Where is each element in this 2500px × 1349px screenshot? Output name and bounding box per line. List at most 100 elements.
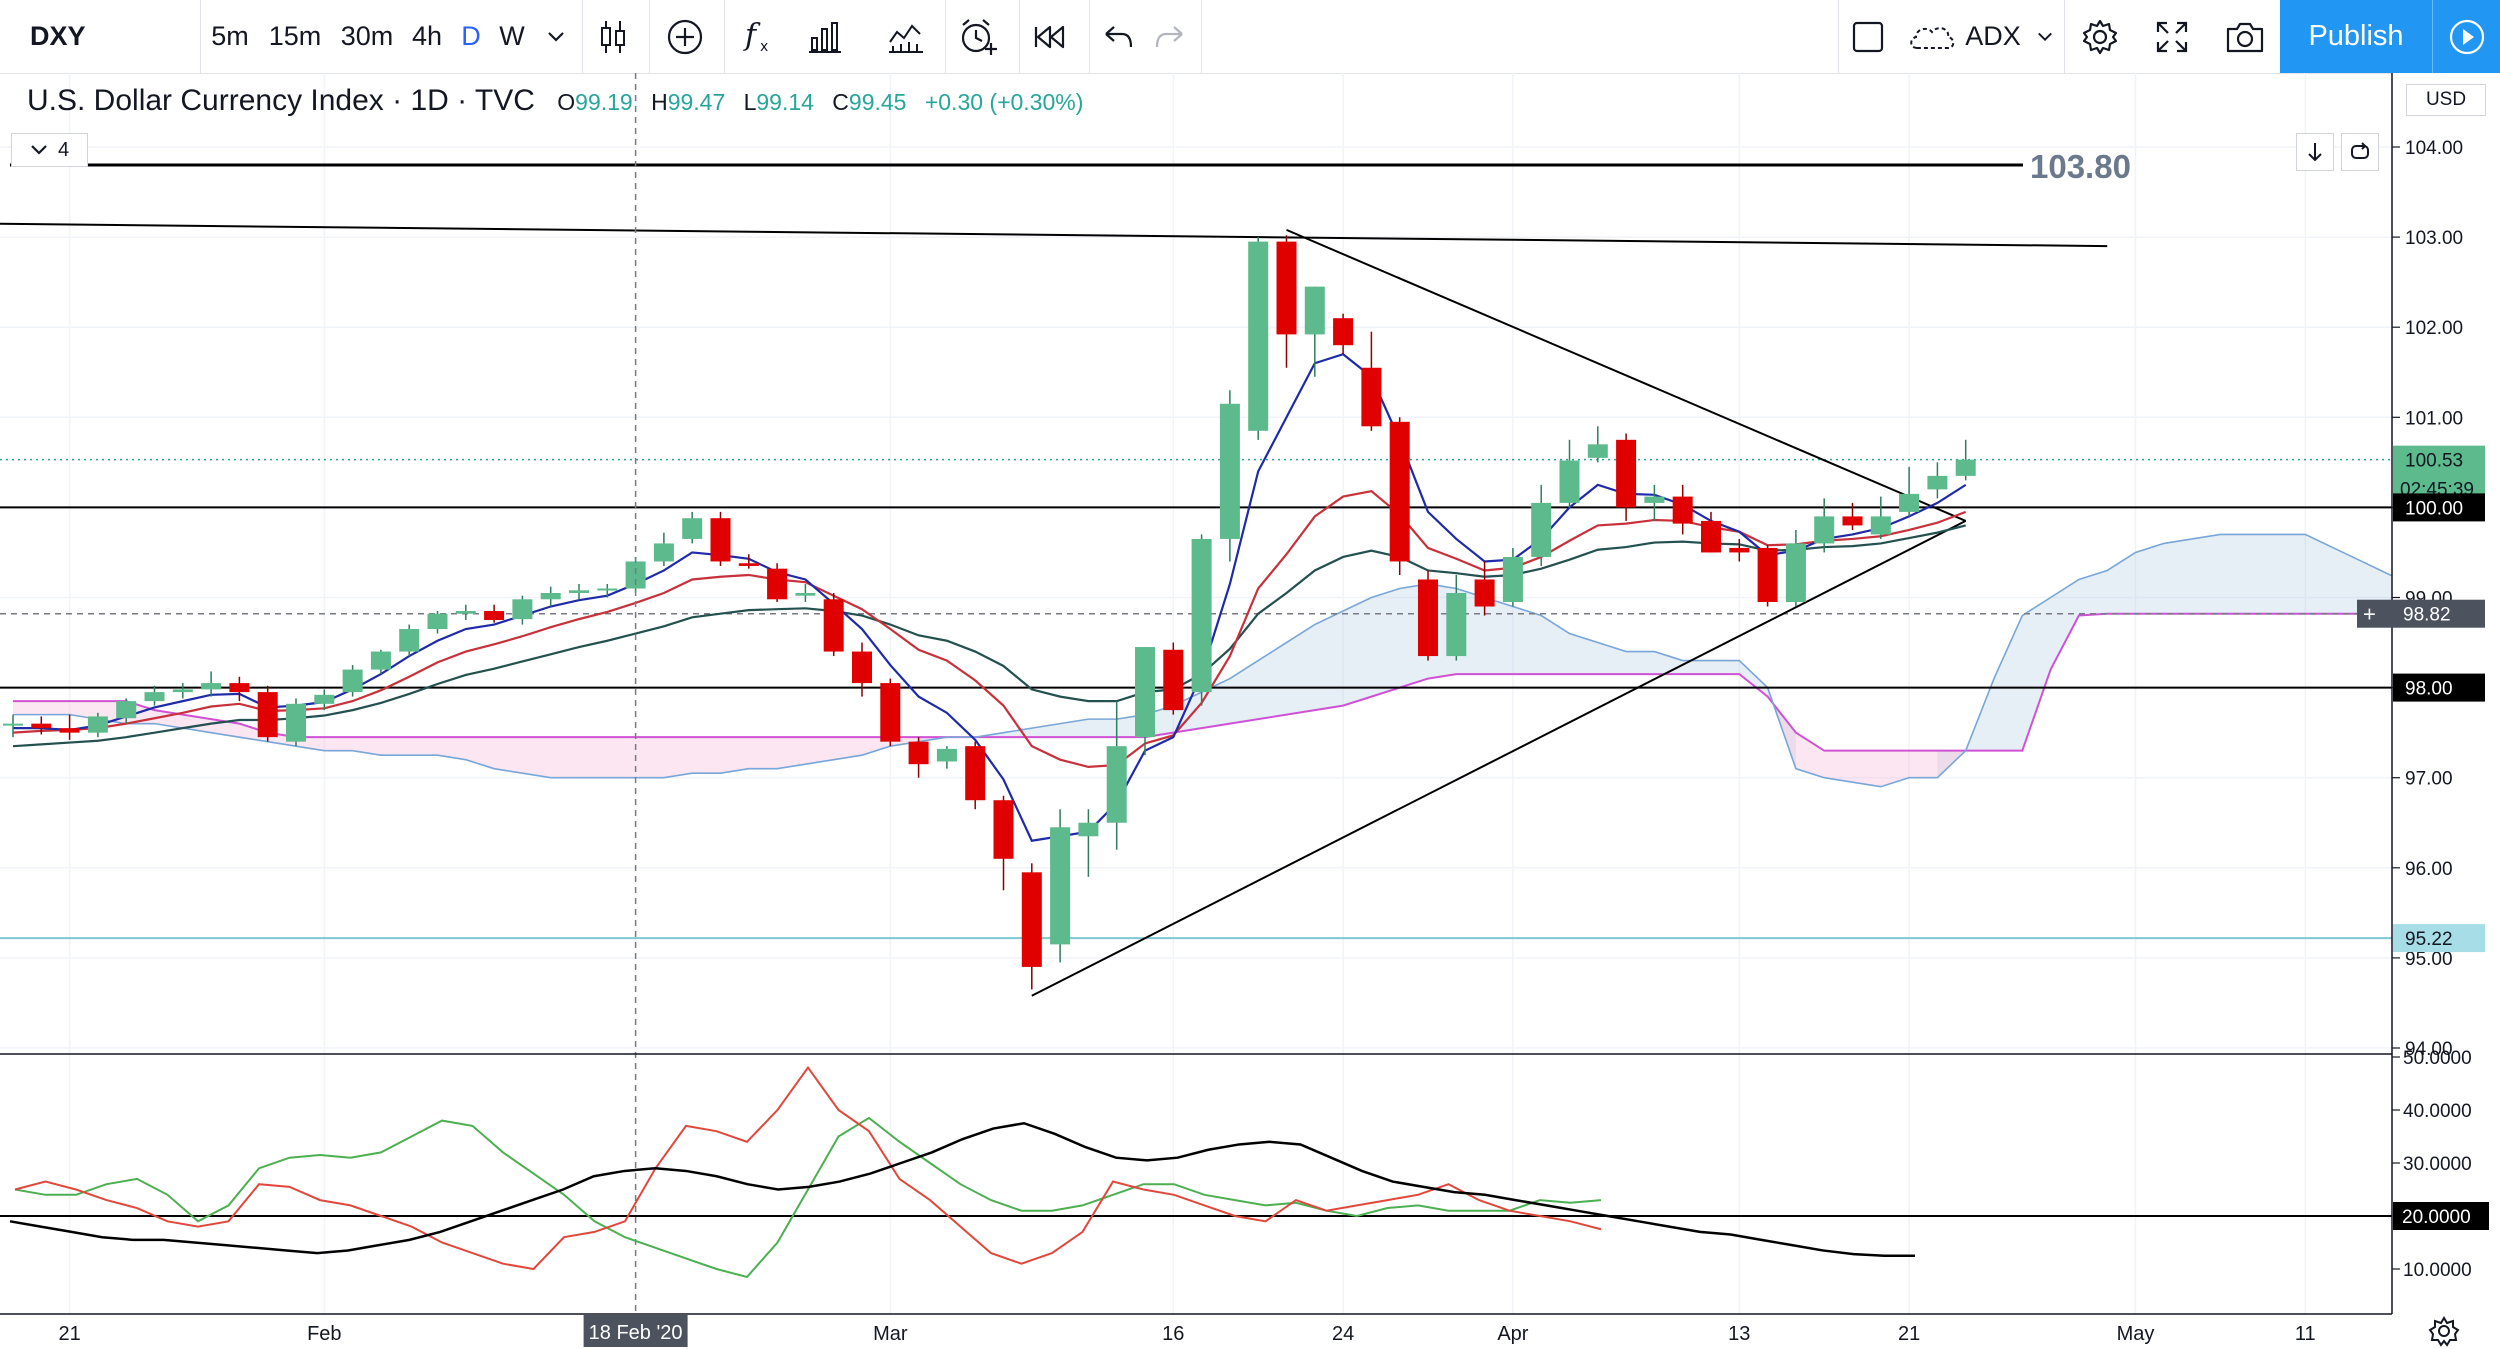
candle-body[interactable]: [1474, 579, 1495, 607]
interval-4h-button[interactable]: 4h: [411, 21, 443, 51]
interval-w-button[interactable]: W: [499, 21, 525, 51]
candle-body[interactable]: [936, 748, 957, 762]
candle-body[interactable]: [1644, 496, 1665, 503]
template-icon[interactable]: [876, 0, 936, 73]
candle-body[interactable]: [1418, 579, 1438, 657]
candle-body[interactable]: [144, 692, 165, 702]
candle-body[interactable]: [172, 689, 193, 693]
candle-body[interactable]: [1701, 520, 1721, 553]
candle-body[interactable]: [1078, 822, 1099, 837]
candle-body[interactable]: [1021, 872, 1042, 967]
candle-body[interactable]: [1276, 241, 1297, 335]
candle-body[interactable]: [427, 613, 448, 630]
candle-body[interactable]: [31, 723, 52, 729]
candle-body[interactable]: [1502, 556, 1523, 603]
candle-body[interactable]: [1842, 516, 1863, 526]
candle-body[interactable]: [1785, 543, 1806, 603]
candle-body[interactable]: [653, 543, 674, 562]
candle-body[interactable]: [201, 683, 222, 690]
candle-body[interactable]: [512, 599, 533, 620]
fullscreen-icon[interactable]: [2142, 0, 2202, 73]
legend-title[interactable]: U.S. Dollar Currency Index · 1D · TVC: [27, 84, 535, 117]
candle-body[interactable]: [1729, 547, 1750, 553]
candle-body[interactable]: [342, 669, 363, 693]
candle-body[interactable]: [1163, 649, 1184, 711]
candle-body[interactable]: [1955, 459, 1976, 476]
candle-body[interactable]: [880, 683, 901, 742]
redo-icon[interactable]: [1142, 0, 1198, 73]
square-icon[interactable]: [1838, 0, 1898, 73]
rewind-icon[interactable]: [1020, 0, 1080, 73]
candle-body[interactable]: [1870, 516, 1891, 535]
candle-body[interactable]: [1559, 460, 1580, 503]
trendline[interactable]: [0, 222, 2108, 248]
candle-body[interactable]: [59, 728, 80, 733]
candle-body[interactable]: [1672, 496, 1693, 524]
candle-body[interactable]: [455, 611, 476, 614]
candle-body[interactable]: [314, 694, 335, 704]
candle-body[interactable]: [682, 518, 703, 539]
candle-body[interactable]: [1304, 286, 1325, 335]
cloud-layout-button[interactable]: ADX: [1905, 0, 2055, 73]
candle-body[interactable]: [484, 611, 505, 621]
chevron-down-icon[interactable]: [540, 0, 572, 73]
candle-body[interactable]: [1927, 475, 1948, 490]
undo-icon[interactable]: [1090, 0, 1146, 73]
plus-circle-icon[interactable]: [655, 0, 715, 73]
candle-body[interactable]: [116, 701, 137, 719]
candle-body[interactable]: [1899, 493, 1920, 512]
candle-body[interactable]: [1587, 444, 1608, 458]
gear-icon[interactable]: [2070, 0, 2130, 73]
candle-body[interactable]: [229, 683, 250, 693]
candle-body[interactable]: [1531, 502, 1552, 557]
candle-body[interactable]: [569, 590, 589, 593]
publish-button[interactable]: Publish: [2280, 0, 2432, 73]
symbol-search-button[interactable]: DXY: [30, 21, 86, 51]
candle-body[interactable]: [257, 692, 278, 738]
interval-d-button[interactable]: D: [461, 21, 481, 51]
bar-chart-icon[interactable]: [795, 0, 855, 73]
candle-body[interactable]: [710, 518, 731, 562]
candle-body[interactable]: [1106, 746, 1127, 823]
candle-body[interactable]: [1248, 241, 1269, 431]
camera-icon[interactable]: [2215, 0, 2275, 73]
chart-canvas[interactable]: 103.80104.00103.00102.00101.00100.0099.0…: [0, 73, 2500, 1349]
candle-body[interactable]: [908, 741, 929, 765]
candle-body[interactable]: [993, 800, 1014, 859]
alarm-icon[interactable]: [948, 0, 1008, 73]
price-axis[interactable]: 104.00103.00102.00101.00100.0099.0098.00…: [2357, 73, 2500, 1349]
candle-body[interactable]: [597, 588, 618, 591]
candle-body[interactable]: [87, 716, 108, 733]
gear-icon[interactable]: [2428, 1316, 2460, 1347]
candle-body[interactable]: [852, 651, 872, 684]
candle-body[interactable]: [1361, 367, 1382, 427]
candle-body[interactable]: [540, 592, 561, 600]
currency-label[interactable]: USD: [2406, 84, 2486, 116]
candle-body[interactable]: [1616, 439, 1637, 508]
candle-body[interactable]: [3, 723, 23, 726]
play-icon[interactable]: [2432, 0, 2500, 73]
candle-body[interactable]: [965, 746, 986, 801]
time-axis[interactable]: 21 Feb Mar 16 24 Apr 13 21 May 11 18 Feb '20: [0, 1313, 2500, 1349]
candle-body[interactable]: [1333, 318, 1354, 346]
loop-icon[interactable]: [2341, 133, 2379, 171]
candle-body[interactable]: [1757, 547, 1778, 603]
candle-body[interactable]: [1135, 647, 1155, 738]
candle-body[interactable]: [625, 561, 646, 589]
interval-5m-button[interactable]: 5m: [211, 21, 249, 51]
trendline[interactable]: [1031, 520, 1967, 997]
interval-15m-button[interactable]: 15m: [268, 21, 322, 51]
arrow-down-icon[interactable]: [2296, 133, 2334, 171]
candle-body[interactable]: [1219, 403, 1240, 539]
candle-body[interactable]: [370, 651, 391, 670]
candle-body[interactable]: [1050, 827, 1071, 945]
candle-body[interactable]: [1389, 421, 1410, 562]
candle-body[interactable]: [767, 568, 788, 600]
candle-body[interactable]: [795, 592, 816, 596]
candles-icon[interactable]: [588, 0, 638, 73]
candle-body[interactable]: [1191, 538, 1212, 693]
candle-body[interactable]: [1814, 516, 1835, 544]
candle-body[interactable]: [286, 703, 306, 742]
candle-body[interactable]: [1446, 592, 1467, 657]
